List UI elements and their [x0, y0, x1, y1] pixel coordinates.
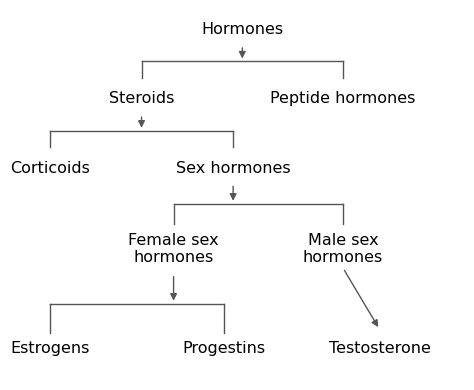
Text: Testosterone: Testosterone — [328, 341, 430, 356]
Text: Steroids: Steroids — [109, 91, 174, 106]
Text: Corticoids: Corticoids — [10, 161, 90, 176]
Text: Male sex
hormones: Male sex hormones — [303, 232, 383, 265]
Text: Progestins: Progestins — [182, 341, 265, 356]
Text: Peptide hormones: Peptide hormones — [270, 91, 416, 106]
Text: Hormones: Hormones — [201, 22, 283, 37]
Text: Sex hormones: Sex hormones — [176, 161, 291, 176]
Text: Estrogens: Estrogens — [10, 341, 90, 356]
Text: Female sex
hormones: Female sex hormones — [128, 232, 219, 265]
